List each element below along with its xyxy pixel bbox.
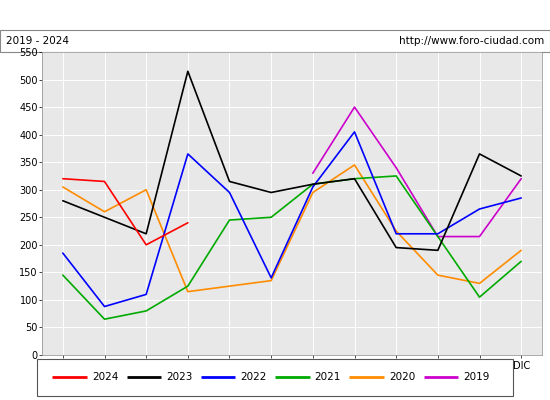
Text: 2019: 2019 [463,372,490,382]
Text: 2024: 2024 [92,372,118,382]
Text: 2023: 2023 [166,372,192,382]
Text: Evolucion Nº Turistas Nacionales en el municipio de Valverde de Mérida: Evolucion Nº Turistas Nacionales en el m… [37,8,513,22]
Text: 2022: 2022 [240,372,267,382]
Text: 2021: 2021 [315,372,341,382]
Text: http://www.foro-ciudad.com: http://www.foro-ciudad.com [399,36,544,46]
Text: 2020: 2020 [389,372,415,382]
Text: 2019 - 2024: 2019 - 2024 [6,36,69,46]
